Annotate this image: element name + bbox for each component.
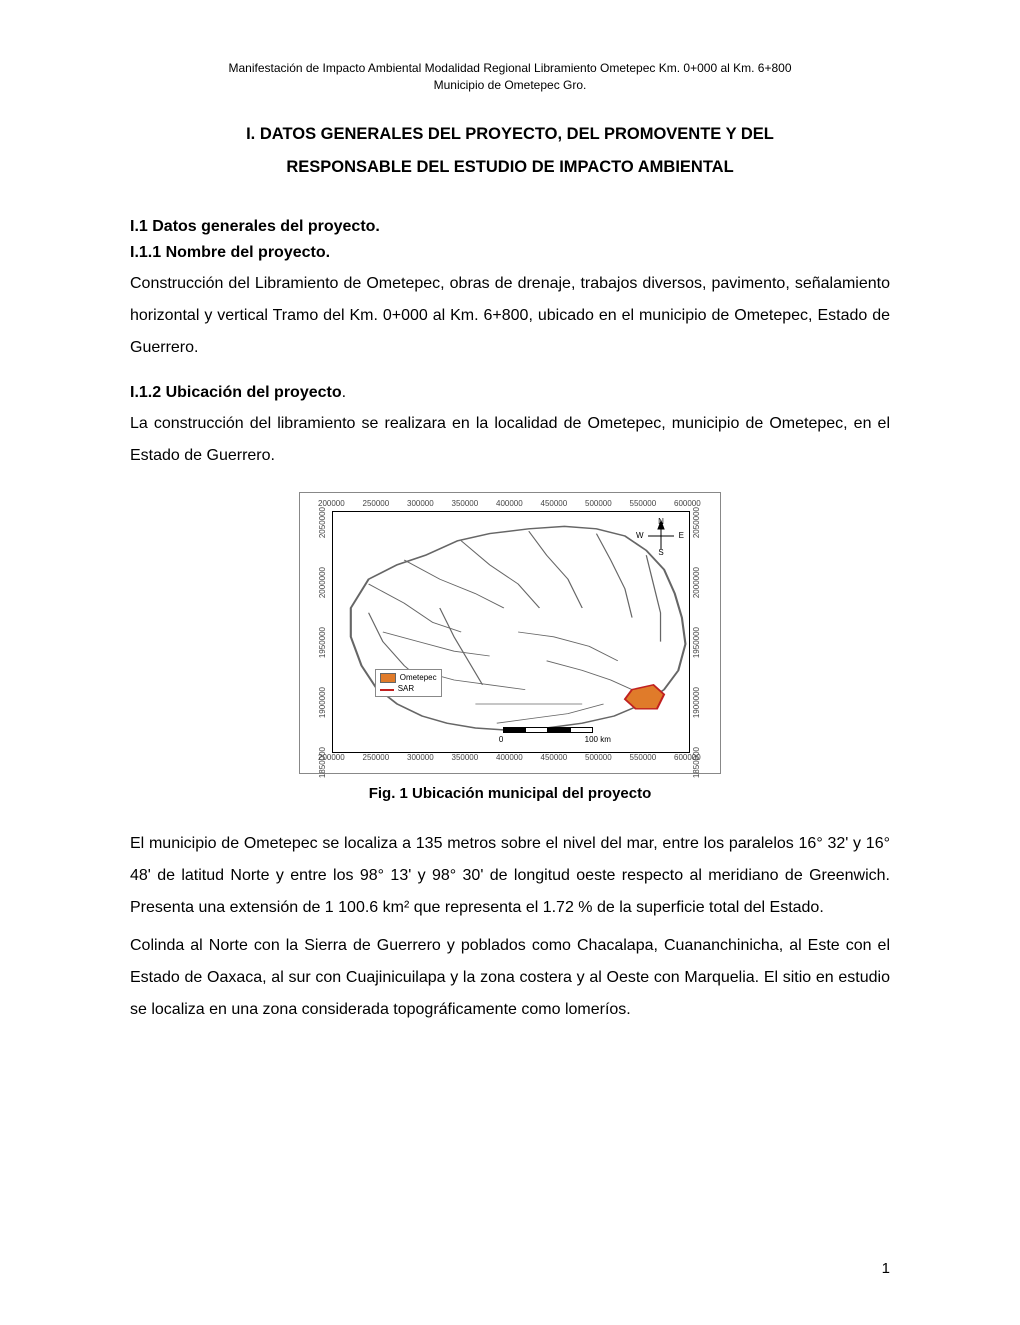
running-header: Manifestación de Impacto Ambiental Modal… bbox=[130, 60, 890, 94]
title-line-1: I. DATOS GENERALES DEL PROYECTO, DEL PRO… bbox=[130, 118, 890, 151]
figure-1-map: 2000002000002500002500003000003000003500… bbox=[299, 492, 721, 774]
x-tick-label: 250000 bbox=[363, 753, 390, 762]
y-tick-label: 1900000 bbox=[692, 687, 701, 718]
header-line-1: Manifestación de Impacto Ambiental Modal… bbox=[130, 60, 890, 77]
ometepec-municipality-shape bbox=[625, 684, 664, 708]
y-tick-label: 2050000 bbox=[318, 507, 327, 538]
x-tick-label: 550000 bbox=[630, 753, 657, 762]
x-tick-label: 400000 bbox=[496, 753, 523, 762]
x-tick-label: 500000 bbox=[585, 753, 612, 762]
municipal-border-line bbox=[404, 560, 504, 608]
header-line-2: Municipio de Ometepec Gro. bbox=[130, 77, 890, 94]
municipal-border-line bbox=[518, 632, 618, 661]
legend-item: SAR bbox=[380, 684, 437, 693]
legend-label: Ometepec bbox=[400, 673, 437, 682]
municipal-border-line bbox=[369, 584, 462, 632]
y-tick-label: 2000000 bbox=[318, 567, 327, 598]
scalebar-segment bbox=[570, 727, 593, 733]
section-i11-heading: I.1.1 Nombre del proyecto. bbox=[130, 244, 890, 262]
municipal-border-line bbox=[646, 555, 660, 641]
y-tick-label: 1900000 bbox=[318, 687, 327, 718]
scalebar-segment bbox=[503, 727, 526, 733]
x-tick-label: 250000 bbox=[363, 499, 390, 508]
map-svg bbox=[333, 512, 689, 752]
scalebar-segment bbox=[548, 727, 571, 733]
legend-label: SAR bbox=[398, 684, 414, 693]
municipal-border-line bbox=[440, 608, 483, 685]
figure-1-caption: Fig. 1 Ubicación municipal del proyecto bbox=[130, 785, 890, 802]
municipal-border-line bbox=[383, 632, 490, 656]
section-i12-heading: I.1.2 Ubicación del proyecto. bbox=[130, 384, 890, 402]
scalebar-segment bbox=[525, 727, 548, 733]
figure-1-wrap: 2000002000002500002500003000003000003500… bbox=[130, 492, 890, 802]
title-line-2: RESPONSABLE DEL ESTUDIO DE IMPACTO AMBIE… bbox=[130, 151, 890, 184]
x-tick-label: 350000 bbox=[452, 753, 479, 762]
y-tick-label: 2000000 bbox=[692, 567, 701, 598]
y-tick-label: 1950000 bbox=[318, 627, 327, 658]
x-tick-label: 550000 bbox=[630, 499, 657, 508]
x-tick-label: 500000 bbox=[585, 499, 612, 508]
page-number: 1 bbox=[882, 1260, 890, 1277]
y-tick-label: 1950000 bbox=[692, 627, 701, 658]
paragraph-i12a: La construcción del libramiento se reali… bbox=[130, 408, 890, 472]
main-title: I. DATOS GENERALES DEL PROYECTO, DEL PRO… bbox=[130, 118, 890, 184]
x-tick-label: 300000 bbox=[407, 753, 434, 762]
x-tick-label: 350000 bbox=[452, 499, 479, 508]
municipal-border-line bbox=[461, 540, 539, 607]
section-i1-heading: I.1 Datos generales del proyecto. bbox=[130, 218, 890, 236]
x-tick-label: 450000 bbox=[541, 753, 568, 762]
paragraph-i11: Construcción del Libramiento de Ometepec… bbox=[130, 268, 890, 364]
scalebar-end-label: 100 km bbox=[585, 735, 611, 744]
municipal-border-line bbox=[596, 533, 632, 617]
legend-swatch bbox=[380, 673, 396, 683]
legend-swatch bbox=[380, 689, 394, 691]
x-tick-label: 450000 bbox=[541, 499, 568, 508]
section-i12-heading-bold: I.1.2 Ubicación del proyecto bbox=[130, 384, 342, 401]
legend-item: Ometepec bbox=[380, 673, 437, 683]
paragraph-i12b: El municipio de Ometepec se localiza a 1… bbox=[130, 828, 890, 924]
y-tick-label: 1850000 bbox=[318, 747, 327, 778]
map-plot-area bbox=[332, 511, 690, 753]
y-tick-label: 2050000 bbox=[692, 507, 701, 538]
municipal-border-line bbox=[547, 660, 632, 689]
scalebar-start-label: 0 bbox=[499, 735, 503, 744]
x-tick-label: 300000 bbox=[407, 499, 434, 508]
compass-icon: NWES bbox=[644, 519, 678, 553]
municipal-border-line bbox=[497, 704, 604, 723]
x-tick-label: 400000 bbox=[496, 499, 523, 508]
paragraph-i12c: Colinda al Norte con la Sierra de Guerre… bbox=[130, 930, 890, 1026]
map-scalebar: 0100 km bbox=[503, 727, 593, 733]
y-tick-label: 1850000 bbox=[692, 747, 701, 778]
municipal-border-line bbox=[529, 531, 582, 608]
map-legend: Ometepec SAR bbox=[375, 669, 442, 697]
